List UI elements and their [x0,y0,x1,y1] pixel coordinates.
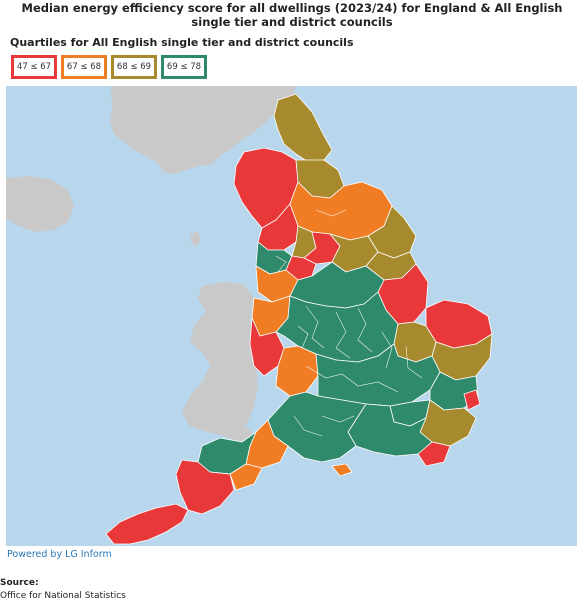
region-essex-coast[interactable] [463,389,481,411]
legend-item-q3[interactable]: 68 ≤ 69 [111,55,157,79]
region-devon[interactable] [175,459,235,515]
legend-item-q2[interactable]: 67 ≤ 68 [61,55,107,79]
region-gloucestershire[interactable] [275,345,319,397]
wales-landmass [182,282,258,442]
legend-item-label: 69 ≤ 78 [166,62,202,72]
powered-by-link[interactable]: Powered by LG Inform [7,549,112,560]
source-value: Office for National Statistics [0,591,126,601]
source-label: Source: [0,578,39,588]
legend-item-label: 67 ≤ 68 [66,62,102,72]
region-sussex-coast[interactable] [417,441,451,467]
scotland-landmass [110,86,296,174]
ireland-landmass [6,176,74,232]
legend-item-label: 68 ≤ 69 [116,62,152,72]
region-isle-of-wight[interactable] [331,463,353,477]
legend-title: Quartiles for All English single tier an… [10,36,354,49]
region-devon-north[interactable] [209,463,263,491]
legend: 47 ≤ 67 67 ≤ 68 68 ≤ 69 69 ≤ 78 [11,55,207,79]
map-svg [6,86,493,545]
england-regions [105,93,493,545]
isle-of-man [191,231,201,246]
legend-item-q1[interactable]: 47 ≤ 67 [11,55,57,79]
choropleth-map[interactable] [6,86,577,546]
council-boundaries [275,209,423,437]
legend-item-q4[interactable]: 69 ≤ 78 [161,55,207,79]
region-northumberland[interactable] [273,93,333,163]
legend-item-label: 47 ≤ 67 [16,62,52,72]
map-title: Median energy efficiency score for all d… [21,1,563,29]
region-cornwall[interactable] [105,503,189,545]
